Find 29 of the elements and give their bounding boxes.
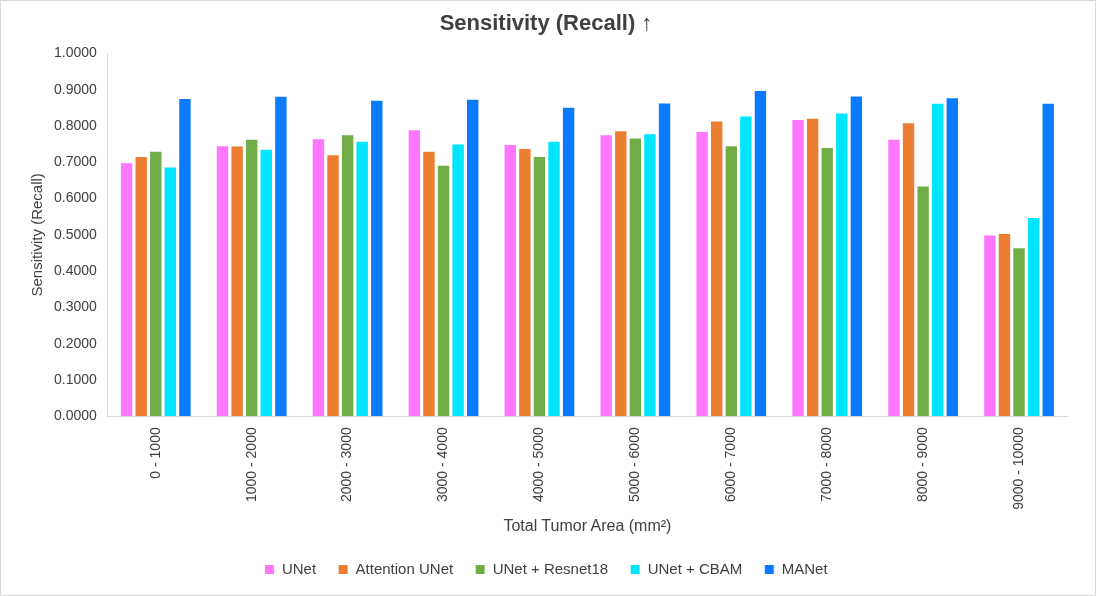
y-tick-label: 0.7000 xyxy=(53,153,98,170)
x-tick-label: 0 - 1000 xyxy=(146,427,163,479)
x-tick-label: 1000 - 2000 xyxy=(242,427,259,503)
y-tick-label: 0.9000 xyxy=(53,80,98,97)
legend-label: UNet + CBAM xyxy=(647,559,743,577)
x-tick-label: 2000 - 3000 xyxy=(338,427,355,503)
y-tick-label: 0.6000 xyxy=(53,189,98,206)
y-tick-label: 0.8000 xyxy=(53,116,98,133)
legend-label: UNet xyxy=(281,559,317,577)
y-tick-label: 0.3000 xyxy=(53,298,98,315)
x-tick-label: 3000 - 4000 xyxy=(434,427,451,503)
chart-title: Sensitivity (Recall) ↑ xyxy=(439,10,653,36)
y-tick-label: 0.2000 xyxy=(53,334,98,351)
x-axis-title: Total Tumor Area (mm²) xyxy=(503,516,672,534)
x-tick-label: 6000 - 7000 xyxy=(722,427,739,503)
legend-label: UNet + Resnet18 xyxy=(492,559,609,577)
y-tick-label: 1.0000 xyxy=(53,44,98,61)
x-tick-label: 8000 - 9000 xyxy=(913,427,930,503)
legend-label: Attention UNet xyxy=(355,559,454,577)
x-tick-label: 9000 - 10000 xyxy=(1009,427,1026,510)
legend-label: MANet xyxy=(781,559,829,577)
x-tick-label: 5000 - 6000 xyxy=(626,427,643,503)
y-tick-label: 0.1000 xyxy=(53,370,98,387)
y-axis-title: Sensitivity (Recall) xyxy=(28,173,46,297)
y-tick-label: 0.5000 xyxy=(53,225,98,242)
x-tick-label: 4000 - 5000 xyxy=(530,427,547,503)
x-tick-label: 7000 - 8000 xyxy=(818,427,835,503)
y-tick-label: 0.0000 xyxy=(53,407,98,424)
y-tick-label: 0.4000 xyxy=(53,261,98,278)
